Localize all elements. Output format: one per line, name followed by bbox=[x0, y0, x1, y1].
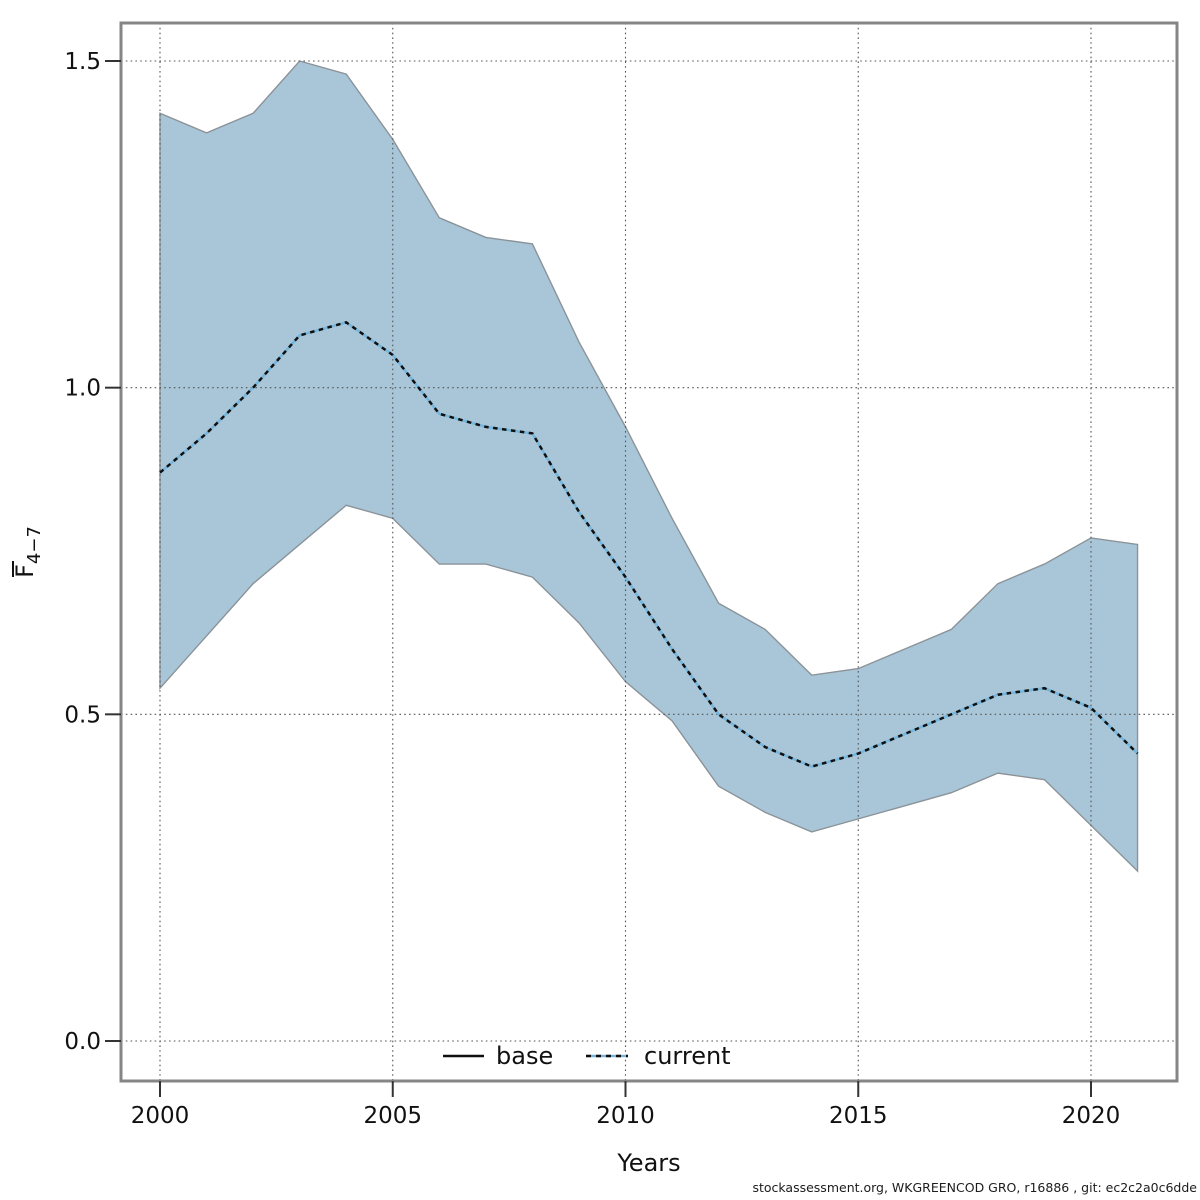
x-tick-label: 2010 bbox=[596, 1103, 655, 1129]
footer-watermark: stockassessment.org, WKGREENCOD GRO, r16… bbox=[752, 1180, 1197, 1195]
x-tick-label: 2005 bbox=[363, 1103, 422, 1129]
plot-frame bbox=[119, 21, 1179, 1083]
gridline-layer bbox=[121, 23, 1177, 1081]
legend: base current bbox=[443, 1042, 731, 1070]
confidence-band bbox=[159, 60, 1139, 873]
svg-text:F4−7: F4−7 bbox=[11, 526, 45, 578]
x-tick-label: 2000 bbox=[131, 1103, 190, 1129]
y-tick-label: 0.5 bbox=[64, 702, 101, 728]
tick-label-layer: 2000 2005 2010 2015 2020 0.0 0.5 1.0 1.5 bbox=[64, 49, 1120, 1129]
y-axis-label-subscript: 4−7 bbox=[24, 526, 45, 564]
y-tick-label: 1.0 bbox=[64, 376, 101, 402]
tick-layer bbox=[105, 60, 1092, 1097]
x-axis-label: Years bbox=[616, 1149, 680, 1177]
x-tick-label: 2015 bbox=[829, 1103, 888, 1129]
current-line-dashed bbox=[159, 320, 1139, 768]
series-layer bbox=[159, 320, 1139, 768]
y-axis-label-letter: F bbox=[11, 564, 39, 578]
confidence-band-layer bbox=[159, 60, 1139, 873]
x-tick-label: 2020 bbox=[1062, 1103, 1121, 1129]
legend-current-label: current bbox=[644, 1042, 731, 1070]
y-axis-label: F4−7 bbox=[11, 526, 45, 578]
legend-base-label: base bbox=[496, 1042, 553, 1070]
y-tick-label: 0.0 bbox=[64, 1029, 101, 1055]
y-tick-label: 1.5 bbox=[64, 49, 101, 75]
